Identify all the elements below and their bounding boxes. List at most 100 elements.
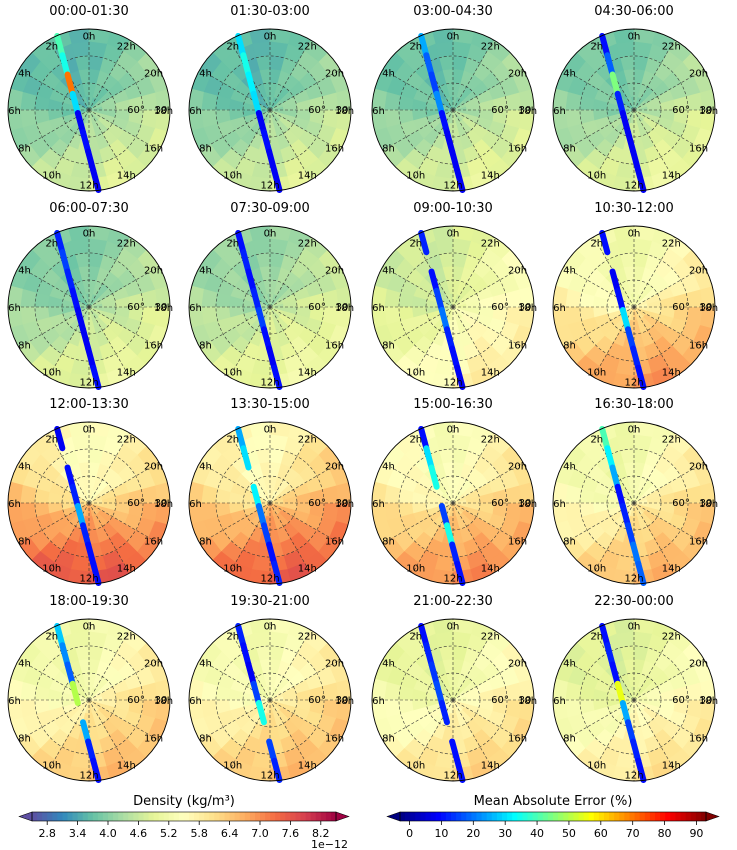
colorbar-cell xyxy=(300,812,307,821)
density-cell xyxy=(248,373,271,388)
track-segment xyxy=(630,345,642,371)
hour-label: 14h xyxy=(481,761,500,772)
track-segment xyxy=(449,738,461,764)
track-segment xyxy=(255,699,267,726)
hour-label: 4h xyxy=(199,69,212,80)
track-segment xyxy=(449,541,461,567)
hour-label: 20h xyxy=(508,69,527,80)
density-tick-label: 2.8 xyxy=(38,827,56,840)
colorbar-cell xyxy=(593,812,600,821)
density-heatmap xyxy=(553,422,715,584)
track-segment xyxy=(79,326,92,352)
hour-label: 20h xyxy=(325,69,344,80)
density-cell xyxy=(372,678,387,701)
error-tick-label: 20 xyxy=(466,827,480,840)
hour-label: 10h xyxy=(42,171,61,182)
track-segment xyxy=(69,680,81,706)
hour-label: 12h xyxy=(260,378,279,389)
colorbar-cell xyxy=(502,812,508,821)
hour-label: 18h xyxy=(335,696,354,707)
density-heatmap xyxy=(189,422,351,584)
lat-label: 60° xyxy=(672,498,690,509)
density-cell xyxy=(452,237,472,255)
hour-label: 10h xyxy=(223,368,242,379)
lat-label: 60° xyxy=(127,302,145,313)
density-cell xyxy=(70,555,90,573)
grid-spoke xyxy=(88,69,160,111)
grid-ring xyxy=(606,475,662,531)
grid-ring xyxy=(242,279,298,335)
colorbar-cell xyxy=(214,812,221,821)
track-segment xyxy=(423,445,435,471)
panels-grid: 0h 2h 4h 6h 8h 10h 12h 14h 16h 18h 20h 22h 60° 30 00:0… xyxy=(7,4,718,784)
colorbar-frame xyxy=(31,811,337,822)
density-cell xyxy=(564,681,582,701)
hour-label: 16h xyxy=(508,536,527,547)
hour-label: 16h xyxy=(144,536,163,547)
colorbar-cell xyxy=(466,812,472,821)
track-segment xyxy=(235,229,247,256)
colorbar-cell xyxy=(47,812,53,821)
density-cell xyxy=(372,88,387,111)
density-cell xyxy=(336,699,351,722)
colorbar-cell xyxy=(491,812,498,821)
colorbar-cell xyxy=(138,812,145,821)
grid-spoke xyxy=(412,306,454,378)
density-cell xyxy=(519,306,534,329)
grid-ring xyxy=(215,55,325,165)
track-segment xyxy=(266,345,278,371)
colorbar-cell xyxy=(609,812,615,821)
hour-label: 12h xyxy=(443,574,462,585)
hour-label: 18h xyxy=(518,696,537,707)
lat-label: 60° xyxy=(491,695,509,706)
lat-label: 30 xyxy=(519,105,532,116)
track-segment xyxy=(635,167,647,194)
grid-spoke xyxy=(88,432,130,504)
lat-label: 30 xyxy=(155,695,168,706)
lat-label: 30 xyxy=(155,105,168,116)
track-segment xyxy=(235,622,247,649)
track-segment xyxy=(443,326,456,352)
density-cell xyxy=(336,502,351,525)
hour-label: 18h xyxy=(154,303,173,314)
colorbar-cell xyxy=(280,812,286,821)
colorbar-cell xyxy=(72,812,79,821)
hour-label: 2h xyxy=(409,434,422,445)
density-cell xyxy=(700,699,715,722)
density-cell xyxy=(70,162,90,180)
colorbar-max-extend xyxy=(335,811,350,822)
grid-spoke xyxy=(633,109,705,151)
grid-spoke xyxy=(269,236,311,308)
colorbar-cell xyxy=(133,812,139,821)
colorbar-cell xyxy=(598,812,605,821)
lat-label: 60° xyxy=(127,105,145,116)
density-cell xyxy=(553,88,568,111)
grid-ring xyxy=(215,645,325,755)
lat-label: 60° xyxy=(308,695,326,706)
track-segment xyxy=(454,757,466,784)
grid-spoke xyxy=(48,109,90,181)
hour-label: 16h xyxy=(144,733,163,744)
track-segment xyxy=(599,622,611,649)
colorbar-cell xyxy=(700,812,707,821)
grid-spoke xyxy=(412,502,454,574)
grid-spoke xyxy=(382,659,454,701)
hour-label: 0h xyxy=(83,228,96,239)
colorbar-cell xyxy=(102,812,109,821)
grid-spoke xyxy=(18,659,90,701)
track-segment xyxy=(245,268,257,294)
polar-panel: 0h 2h 4h 6h 8h 10h 12h 14h 16h 18h 20h 22h 60° 30 06:0… xyxy=(7,201,173,391)
hour-label: 18h xyxy=(699,106,718,117)
track-segment xyxy=(438,306,450,333)
density-cell xyxy=(88,226,111,241)
density-cell xyxy=(88,40,108,58)
density-cell xyxy=(553,481,568,504)
density-tick-label: 7.0 xyxy=(251,827,269,840)
density-cell xyxy=(88,630,108,648)
lat-label: 30 xyxy=(700,302,713,313)
track-segment xyxy=(624,522,637,548)
density-cell xyxy=(67,176,90,191)
track-segment xyxy=(79,522,92,548)
colorbar-cell xyxy=(118,812,124,821)
density-cell xyxy=(564,91,582,111)
